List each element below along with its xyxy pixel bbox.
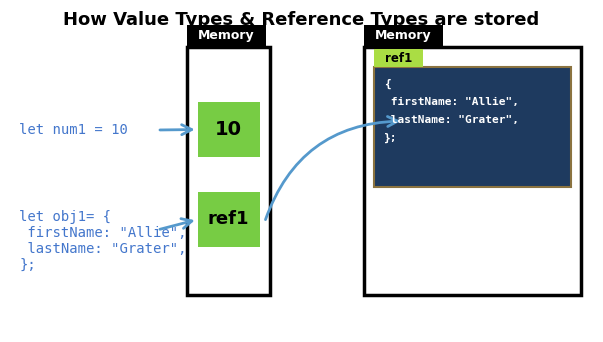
Text: };: };	[19, 258, 36, 272]
Text: firstName: "Allie",: firstName: "Allie",	[19, 226, 187, 240]
Text: ref1: ref1	[208, 210, 250, 228]
Text: Memory: Memory	[198, 29, 254, 42]
Bar	[364, 47, 581, 295]
Text: let obj1= {: let obj1= {	[19, 210, 112, 224]
Text: ref1: ref1	[385, 52, 412, 65]
Bar	[364, 25, 443, 47]
Text: lastName: "Grater",: lastName: "Grater",	[19, 242, 187, 256]
Bar	[374, 67, 571, 187]
Text: Memory: Memory	[375, 29, 432, 42]
Bar	[187, 47, 271, 295]
Text: 10: 10	[215, 120, 242, 139]
Bar	[198, 102, 260, 157]
Text: How Value Types & Reference Types are stored: How Value Types & Reference Types are st…	[63, 11, 540, 29]
Text: firstName: "Allie",: firstName: "Allie",	[384, 97, 519, 107]
Text: {: {	[384, 79, 391, 89]
Bar	[374, 49, 423, 67]
Text: };: };	[384, 133, 397, 143]
Text: let num1 = 10: let num1 = 10	[19, 123, 128, 137]
Bar	[187, 25, 265, 47]
Text: lastName: "Grater",: lastName: "Grater",	[384, 115, 519, 125]
Bar	[198, 192, 260, 247]
